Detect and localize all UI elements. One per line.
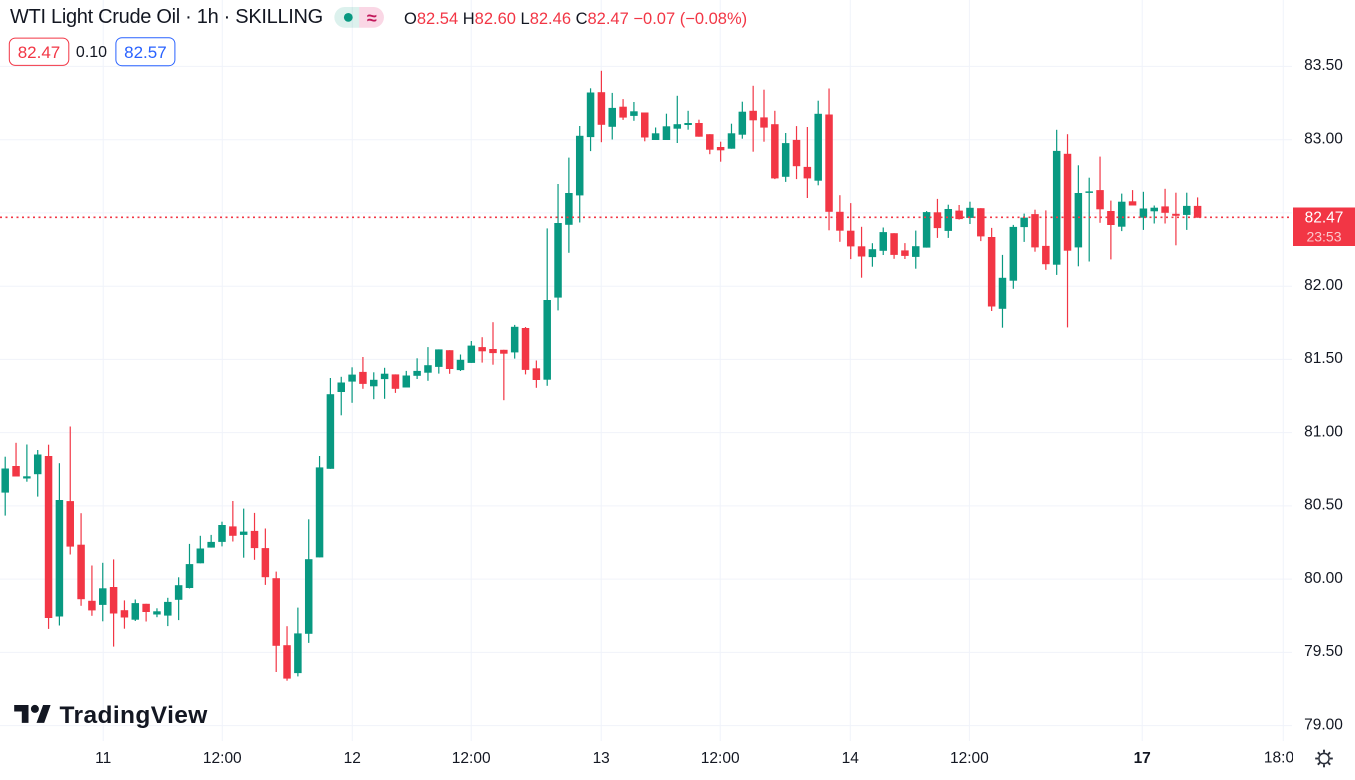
svg-text:12:00: 12:00 [203, 750, 242, 767]
svg-text:TradingView: TradingView [60, 702, 209, 729]
svg-text:13: 13 [593, 750, 610, 767]
svg-text:23:53: 23:53 [1306, 229, 1341, 245]
svg-text:80.50: 80.50 [1304, 497, 1343, 514]
svg-text:12:00: 12:00 [950, 750, 989, 767]
svg-text:83.50: 83.50 [1304, 57, 1343, 74]
svg-text:81.00: 81.00 [1304, 423, 1343, 440]
svg-text:82.57: 82.57 [124, 43, 167, 62]
svg-text:0.10: 0.10 [76, 44, 107, 61]
svg-text:12: 12 [344, 750, 361, 767]
svg-text:82.47: 82.47 [1305, 209, 1344, 226]
svg-text:≈: ≈ [367, 8, 377, 28]
svg-text:12:00: 12:00 [701, 750, 740, 767]
svg-text:82.00: 82.00 [1304, 277, 1343, 294]
svg-text:WTI Light Crude Oil · 1h · SKI: WTI Light Crude Oil · 1h · SKILLING [10, 6, 323, 28]
svg-text:O82.54 H82.60 L82.46 C82.47 −0: O82.54 H82.60 L82.46 C82.47 −0.07 (−0.08… [404, 10, 747, 28]
svg-text:17: 17 [1134, 750, 1151, 767]
svg-text:18:00: 18:00 [1264, 749, 1303, 766]
svg-text:14: 14 [842, 750, 860, 767]
svg-text:80.00: 80.00 [1304, 570, 1343, 587]
svg-text:81.50: 81.50 [1304, 350, 1343, 367]
svg-text:79.50: 79.50 [1304, 643, 1343, 660]
svg-text:82.47: 82.47 [18, 43, 61, 62]
svg-text:11: 11 [95, 750, 111, 767]
svg-text:12:00: 12:00 [452, 750, 491, 767]
svg-text:83.00: 83.00 [1304, 131, 1343, 148]
svg-text:79.00: 79.00 [1304, 716, 1343, 733]
